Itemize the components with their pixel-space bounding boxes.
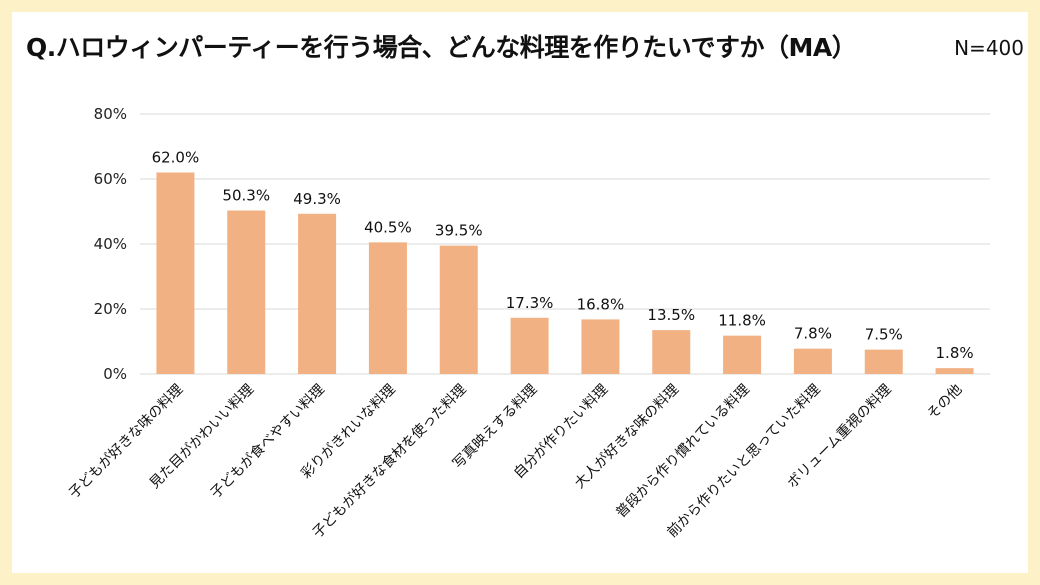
data-label: 1.8% (936, 344, 974, 362)
bar (298, 213, 337, 374)
data-label: 16.8% (577, 295, 625, 313)
bar (652, 330, 691, 374)
x-tick-label: 子どもが好きな食材を使った料理 (309, 381, 470, 542)
data-label: 7.8% (794, 325, 832, 343)
bar (510, 317, 549, 374)
chart-title: Q.ハロウィンパーティーを行う場合、どんな料理を作りたいですか（MA） (26, 33, 857, 62)
x-tick-label: 子どもが食べやすい料理 (207, 381, 328, 502)
data-label: 39.5% (435, 222, 483, 240)
bar (723, 335, 762, 374)
y-tick-label: 0% (103, 365, 127, 383)
bar (439, 245, 478, 374)
bar (156, 172, 195, 374)
data-label: 11.8% (718, 312, 766, 330)
y-tick-label: 80% (94, 105, 127, 123)
data-label: 17.3% (506, 294, 554, 312)
bar (935, 368, 974, 374)
sample-size-label: N=400 (954, 36, 1024, 60)
data-label: 7.5% (865, 326, 903, 344)
x-tick-label: 普段から作り慣れている料理 (612, 381, 752, 521)
y-tick-label: 40% (94, 235, 127, 253)
bar (581, 319, 620, 374)
bar (793, 348, 832, 374)
y-tick-label: 60% (94, 170, 127, 188)
y-tick-label: 20% (94, 300, 127, 318)
data-label: 49.3% (293, 190, 341, 208)
data-label: 50.3% (222, 187, 270, 205)
data-label: 62.0% (152, 149, 200, 167)
data-label: 40.5% (364, 218, 412, 236)
x-tick-label: 前から作りたいと思っていた料理 (664, 381, 824, 541)
x-tick-label: その他 (924, 382, 965, 423)
bar (227, 210, 266, 374)
x-tick-label: 子どもが好きな味の料理 (66, 382, 186, 502)
bar (864, 349, 903, 374)
bar (368, 242, 407, 374)
data-label: 13.5% (647, 306, 695, 324)
